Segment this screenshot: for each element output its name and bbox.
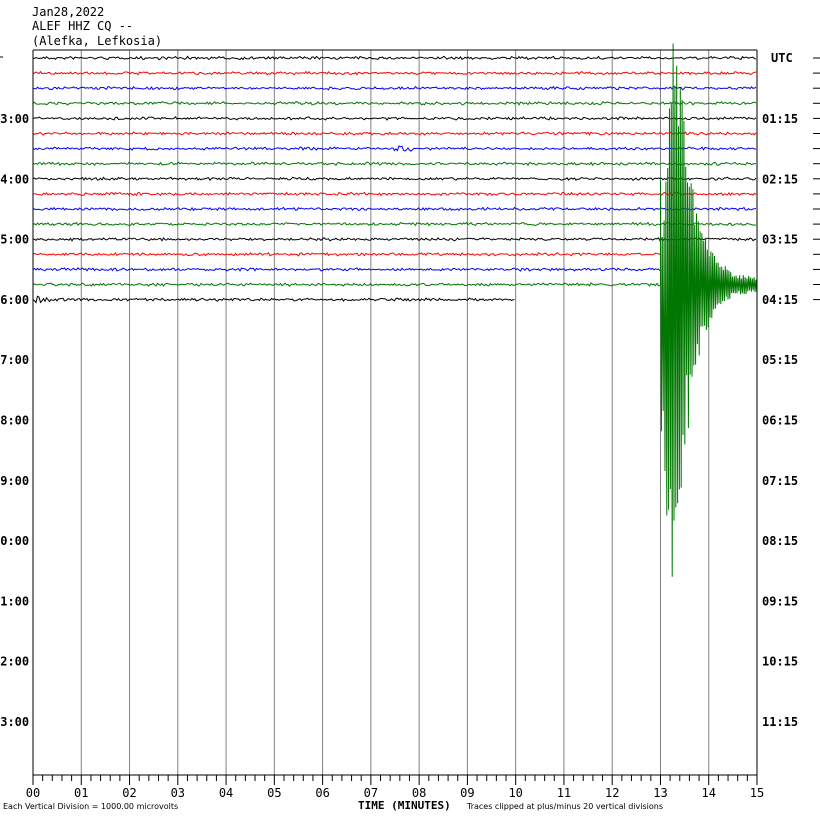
x-tick-label: 13 [653,786,667,800]
right-hour-label: 04:15 [762,293,798,307]
trace-line [32,145,757,152]
x-tick-label: 12 [605,786,619,800]
right-hour-label: 11:15 [762,715,798,729]
right-hour-label: 07:15 [762,474,798,488]
trace-line [32,282,661,287]
minute-grid [80,50,710,775]
trace-line [32,267,661,272]
x-tick-label: 03 [171,786,185,800]
trace-line [32,161,757,167]
trace-line [32,176,757,182]
x-tick-label: 05 [267,786,281,800]
seismic-traces [32,55,757,304]
right-hour-label: 10:15 [762,655,798,669]
trace-line [32,295,515,304]
left-hour-label: 05:00 [0,233,29,247]
plot-date: Jan28,2022 [32,5,105,19]
trace-line [32,221,757,227]
x-tick-label: 08 [412,786,426,800]
station-location: (Alefka, Lefkosia) [32,34,163,48]
trace-line [32,85,757,91]
x-tick-label: 14 [702,786,716,800]
station-code: ALEF HHZ CQ -- [32,19,134,33]
right-hour-label: 05:15 [762,353,798,367]
x-tick-label: 02 [122,786,136,800]
x-axis: 00 01 02 03 04 05 06 07 08 09 10 11 12 13 14 15 [26,775,764,800]
x-tick-label: 15 [750,786,764,800]
x-tick-label: 06 [315,786,329,800]
x-tick-label: 11 [557,786,571,800]
right-hour-label: 09:15 [762,594,798,608]
trace-line [33,237,757,242]
left-hour-label: 06:00 [0,293,29,307]
x-tick-label: 10 [508,786,522,800]
x-axis-title: TIME (MINUTES) [358,799,451,812]
x-tick-label: 04 [219,786,233,800]
trace-line [32,116,757,121]
left-hour-label: 07:00 [0,353,29,367]
right-hour-label: 01:15 [762,112,798,126]
utc-axis-title: UTC [771,51,793,65]
x-tick-label: 01 [74,786,88,800]
trace-line [32,206,757,212]
footer-clip-note: Traces clipped at plus/minus 20 vertical… [466,802,663,811]
plot-frame [0,49,820,776]
right-hour-label: 02:15 [762,172,798,186]
right-hour-label: 03:15 [762,233,798,247]
left-hour-label: 08:00 [0,414,29,428]
left-hour-label: 11:00 [0,594,29,608]
right-hour-label: 06:15 [762,414,798,428]
x-tick-label: 00 [26,786,40,800]
trace-line [32,252,661,257]
left-hour-label: 04:00 [0,172,29,186]
event-waveform [660,43,758,577]
left-hour-label: 03:00 [0,112,29,126]
left-hour-label: 12:00 [0,655,29,669]
left-hour-label: 10:00 [0,534,29,548]
trace-line [32,131,757,136]
footer-scale-note: Each Vertical Division = 1000.00 microvo… [3,802,178,811]
trace-line [33,191,757,197]
left-hour-label: 09:00 [0,474,29,488]
left-hour-label: 13:00 [0,715,29,729]
trace-line [32,70,757,76]
x-tick-label: 07 [364,786,378,800]
axis-labels: 03:00 04:00 05:00 06:00 07:00 08:00 09:00 10:00… [0,112,798,729]
right-hour-label: 08:15 [762,534,798,548]
x-tick-label: 09 [460,786,474,800]
trace-line [32,55,757,61]
earthquake-event [660,43,758,577]
trace-line [32,100,757,106]
